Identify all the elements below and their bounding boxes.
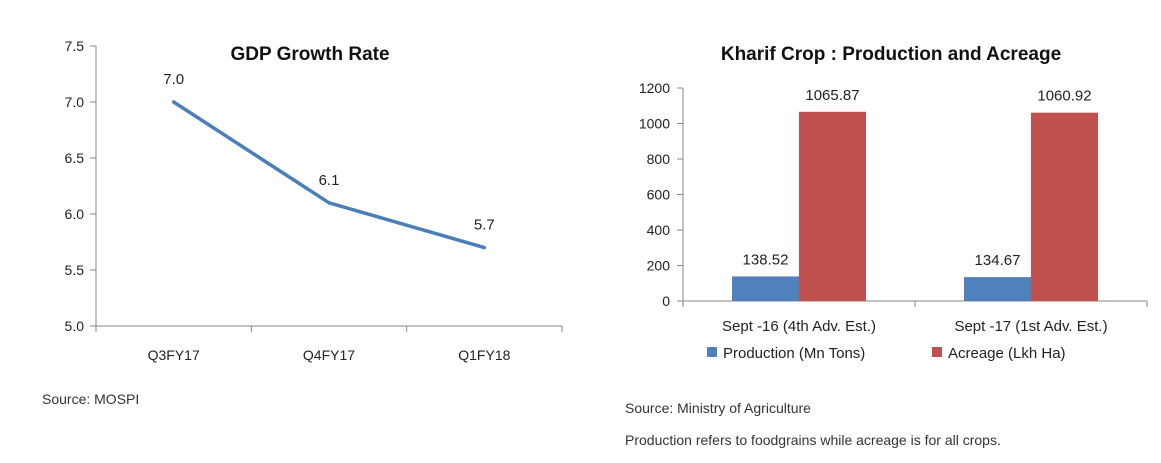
bar-production bbox=[732, 276, 799, 301]
chart-title: Kharif Crop : Production and Acreage bbox=[721, 44, 1061, 65]
y-tick-label: 600 bbox=[647, 187, 671, 203]
data-label: 134.67 bbox=[975, 252, 1021, 269]
axes: 0 200 400 600 800 1000 1200 Sept -16 (4th Adv. … bbox=[639, 80, 1148, 335]
y-tick-label: 6.5 bbox=[65, 150, 85, 166]
legend-label: Production (Mn Tons) bbox=[723, 345, 865, 362]
x-tick-label: Sept -16 (4th Adv. Est.) bbox=[722, 318, 876, 335]
data-label: 6.1 bbox=[319, 172, 340, 189]
y-tick-label: 5.5 bbox=[65, 262, 85, 278]
bar-production bbox=[964, 277, 1031, 301]
plot-area: 138.52 1065.87 134.67 1060.92 bbox=[732, 87, 1098, 301]
data-label: 1060.92 bbox=[1037, 88, 1091, 105]
legend: Production (Mn Tons) Acreage (Lkh Ha) bbox=[707, 345, 1066, 362]
source-note-left: Source: MOSPI bbox=[42, 391, 140, 407]
series-line-gdp-growth bbox=[171, 100, 487, 250]
kharif-crop-bar-chart: Kharif Crop : Production and Acreage 0 20… bbox=[639, 44, 1148, 362]
legend-label: Acreage (Lkh Ha) bbox=[948, 345, 1066, 362]
legend-swatch bbox=[707, 347, 717, 357]
x-tick-label: Q1FY18 bbox=[458, 347, 510, 363]
bar-acreage bbox=[799, 111, 866, 301]
y-tick-label: 7.5 bbox=[65, 38, 85, 54]
y-tick-label: 6.0 bbox=[65, 206, 85, 222]
y-tick-label: 1000 bbox=[639, 116, 670, 132]
y-tick-label: 800 bbox=[647, 151, 671, 167]
chart-title: GDP Growth Rate bbox=[230, 44, 389, 65]
y-tick-label: 7.0 bbox=[65, 94, 85, 110]
data-label: 1065.87 bbox=[805, 87, 859, 104]
y-tick-label: 5.0 bbox=[65, 318, 85, 334]
gdp-growth-line-chart: GDP Growth Rate 5.0 5.5 6.0 6.5 7.0 7.5 Q3FY17… bbox=[65, 38, 563, 363]
data-label: 5.7 bbox=[474, 217, 495, 234]
y-tick-label: 400 bbox=[647, 222, 671, 238]
footnote: Production refers to foodgrains while ac… bbox=[625, 432, 1001, 448]
source-note-right: Source: Ministry of Agriculture bbox=[625, 400, 811, 416]
x-tick-label: Sept -17 (1st Adv. Est.) bbox=[954, 318, 1107, 335]
y-tick-label: 0 bbox=[662, 293, 670, 309]
y-tick-label: 200 bbox=[647, 258, 671, 274]
bar-acreage bbox=[1031, 112, 1098, 301]
axes: 5.0 5.5 6.0 6.5 7.0 7.5 Q3FY17 Q4FY17 Q1FY18 bbox=[65, 38, 563, 363]
x-tick-label: Q4FY17 bbox=[303, 347, 355, 363]
data-label: 7.0 bbox=[163, 71, 184, 88]
legend-swatch bbox=[932, 347, 942, 357]
x-tick-label: Q3FY17 bbox=[148, 347, 200, 363]
y-tick-label: 1200 bbox=[639, 80, 670, 96]
data-label: 138.52 bbox=[743, 251, 789, 268]
plot-area: 7.0 6.1 5.7 bbox=[163, 71, 495, 250]
